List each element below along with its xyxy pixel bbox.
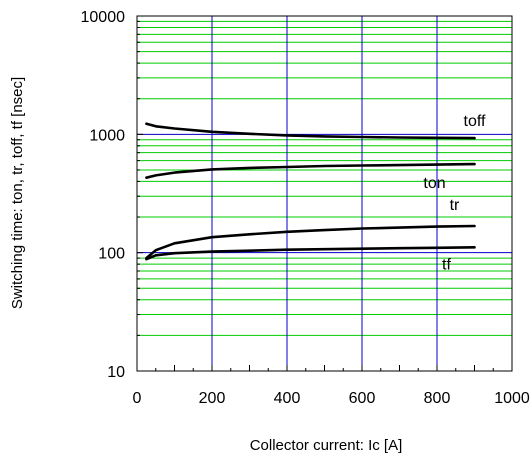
y-tick-label: 10 — [107, 364, 125, 381]
major-gridlines — [137, 15, 512, 372]
series-label-ton: ton — [423, 175, 445, 192]
x-tick-label: 200 — [199, 390, 226, 407]
x-tick-label: 1000 — [494, 390, 530, 407]
x-tick-label: 800 — [424, 390, 451, 407]
x-tick-label: 400 — [274, 390, 301, 407]
x-axis-label: Collector current: Ic [A] — [250, 437, 403, 454]
tick-marks — [136, 20, 513, 372]
y-tick-label: 1000 — [89, 127, 125, 144]
series-label-tr: tr — [450, 197, 460, 214]
series-label-tf: tf — [442, 256, 451, 273]
y-axis-label: Switching time: ton, tr, toff, tf [nsec] — [9, 77, 26, 309]
curve-toff — [145, 122, 476, 140]
series-curves — [145, 122, 476, 261]
y-tick-label: 10000 — [81, 9, 126, 26]
curve-tr — [145, 224, 476, 260]
y-tick-labels: 10 100 1000 10000 — [81, 9, 126, 381]
x-tick-label: 0 — [133, 390, 142, 407]
plot-frame — [136, 15, 513, 372]
curve-tf — [145, 246, 476, 261]
series-label-toff: toff — [464, 113, 487, 130]
minor-gridlines — [137, 20, 512, 336]
y-tick-label: 100 — [98, 246, 125, 263]
curve-ton — [145, 162, 476, 179]
x-tick-label: 600 — [349, 390, 376, 407]
x-tick-labels: 0 200 400 600 800 1000 — [133, 390, 530, 407]
